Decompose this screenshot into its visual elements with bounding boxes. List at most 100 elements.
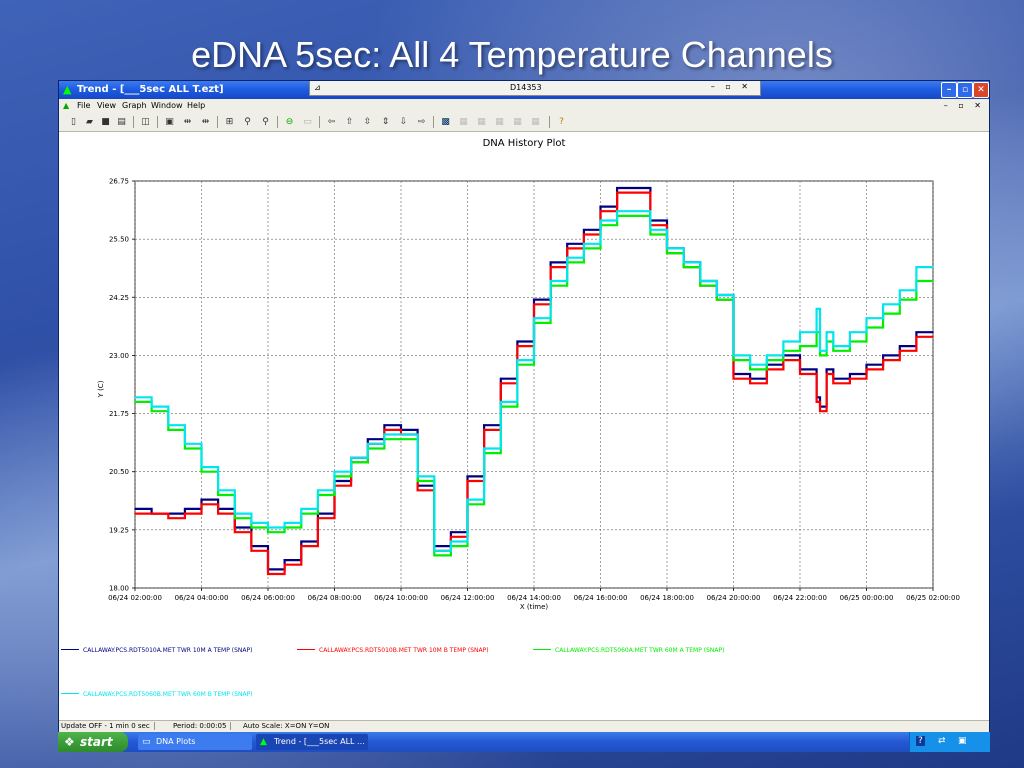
mdi-controls[interactable]: – ▫ ✕ — [943, 101, 985, 110]
help-icon[interactable]: ? — [559, 117, 564, 127]
data-point — [849, 331, 851, 333]
scroll-left-icon[interactable]: ⇦ — [327, 117, 336, 127]
x-tick-label: 06/24 14:00:00 — [507, 594, 561, 602]
data-point — [200, 503, 203, 506]
x-tick-label: 06/24 20:00:00 — [707, 594, 761, 602]
menu-graph[interactable]: Graph — [122, 101, 147, 110]
data-point — [825, 373, 828, 375]
data-point — [466, 498, 469, 501]
preview-icon[interactable]: ◫ — [141, 117, 150, 127]
open-icon[interactable]: ▰ — [86, 117, 93, 127]
data-point — [583, 229, 585, 231]
data-point — [267, 531, 269, 533]
close-icon[interactable]: ✕ — [973, 82, 989, 98]
expand-vertical-icon[interactable]: ⇳ — [363, 117, 372, 127]
y-tick-label: 19.25 — [109, 526, 129, 534]
menu-help[interactable]: Help — [187, 101, 206, 110]
slide-title: eDNA 5sec: All 4 Temperature Channels — [191, 34, 833, 75]
data-point — [583, 242, 585, 245]
y-tick-label: 23.00 — [109, 352, 129, 360]
data-point — [932, 266, 934, 268]
menu-file[interactable]: File — [77, 101, 91, 110]
move-right-icon[interactable]: ⇹ — [201, 117, 210, 127]
trend-icon: ▲ — [260, 737, 267, 747]
data-point — [566, 242, 569, 245]
data-point — [333, 470, 336, 473]
minimize-icon[interactable]: – — [941, 82, 957, 98]
data-point — [749, 382, 751, 385]
dna-history-chart[interactable]: DNA History Plot 18.00 19.25 20.50 21.75 23.… — [59, 132, 989, 720]
data-point — [283, 522, 286, 524]
data-point — [250, 549, 253, 552]
taskbar-button-trend[interactable]: ▲ Trend - [___5sec ALL ... — [256, 734, 368, 750]
monitor-icon[interactable]: ▣ — [958, 736, 967, 746]
plot-area[interactable]: DNA History Plot 18.00 19.25 20.50 21.75 23.… — [59, 132, 989, 720]
fit-icon[interactable]: ⊞ — [225, 117, 234, 127]
collapse-vertical-icon[interactable]: ⇕ — [381, 117, 390, 127]
print-icon[interactable]: ▤ — [117, 117, 126, 127]
zoom-out-icon[interactable]: ⚲ — [262, 117, 269, 127]
data-point — [799, 331, 801, 333]
save-icon[interactable]: ■ — [101, 117, 110, 127]
data-point — [782, 340, 785, 343]
tool-disabled-2-icon: ▦ — [477, 117, 486, 127]
data-point — [450, 540, 452, 543]
zoom-in-icon[interactable]: ⚲ — [244, 117, 251, 127]
y-tick-label: 18.00 — [109, 585, 129, 593]
help-tray-icon[interactable]: ? — [916, 736, 925, 746]
data-point — [898, 289, 901, 292]
x-tick-label: 06/24 06:00:00 — [241, 594, 295, 602]
remote-connection-bar[interactable]: ⊿ D14353 – ▫ ✕ — [309, 81, 761, 96]
data-point — [815, 308, 818, 310]
taskbar-button-dna-plots[interactable]: ▭ DNA Plots — [138, 734, 252, 750]
data-point — [416, 489, 419, 492]
data-point — [716, 298, 718, 301]
remote-bar-controls[interactable]: – ▫ ✕ — [710, 82, 752, 91]
data-point — [200, 498, 203, 501]
taskbar-button-label: Trend - [___5sec ALL ... — [274, 737, 365, 746]
data-point — [483, 429, 485, 431]
legend-entry: CALLAWAY.PCS.RDT5060A.MET TWR 60M A TEMP… — [555, 647, 724, 654]
scroll-right-icon[interactable]: ⇨ — [417, 117, 426, 127]
data-point — [898, 345, 901, 347]
toolbar: ▯ ▰ ■ ▤ ◫ ▣ ⇹ ⇹ ⊞ ⚲ ⚲ ⊖ ▭ ⇦ ⇧ ⇳ ⇕ ⇩ ⇨ ▩ … — [59, 113, 989, 132]
properties-icon[interactable]: ▣ — [165, 117, 174, 127]
data-point — [699, 284, 702, 287]
data-point — [150, 405, 153, 408]
window-titlebar[interactable]: ▲ Trend - [___5sec ALL T.ezt] ⊿ D14353 –… — [59, 81, 989, 99]
unlink-icon[interactable]: ▭ — [303, 117, 312, 127]
data-point — [632, 215, 635, 217]
data-point — [632, 210, 635, 213]
data-point — [499, 377, 502, 380]
menu-view[interactable]: View — [97, 101, 116, 110]
trend-icon: ▲ — [63, 101, 70, 110]
data-point — [932, 280, 934, 282]
scroll-up-icon[interactable]: ⇧ — [345, 117, 354, 127]
network-icon[interactable]: ⇄ — [938, 736, 946, 746]
data-point — [217, 512, 219, 515]
new-icon[interactable]: ▯ — [71, 117, 76, 127]
start-button[interactable]: ❖ start — [58, 732, 128, 752]
restore-icon[interactable]: ▫ — [957, 82, 973, 98]
data-point — [366, 438, 369, 440]
data-point — [932, 331, 934, 333]
menu-window[interactable]: Window — [151, 101, 183, 110]
windows-logo-icon: ❖ — [64, 735, 75, 749]
data-point — [283, 559, 286, 561]
data-point — [184, 447, 186, 450]
move-left-icon[interactable]: ⇹ — [183, 117, 192, 127]
remote-bar-title: D14353 — [510, 83, 542, 92]
data-point — [300, 545, 303, 547]
x-tick-label: 06/24 10:00:00 — [374, 594, 428, 602]
x-tick-label: 06/25 00:00:00 — [840, 594, 894, 602]
data-point — [666, 252, 668, 254]
pin-icon[interactable]: ⊿ — [314, 83, 321, 92]
data-point — [317, 489, 319, 492]
legend-entry: CALLAWAY.PCS.RDT5060B.MET TWR 60M B TEMP… — [83, 691, 253, 698]
data-point — [765, 354, 768, 357]
data-point — [516, 359, 519, 361]
scroll-down-icon[interactable]: ⇩ — [399, 117, 408, 127]
chart-settings-icon[interactable]: ▩ — [441, 117, 450, 127]
link-icon[interactable]: ⊖ — [285, 117, 294, 127]
data-point — [915, 331, 918, 333]
